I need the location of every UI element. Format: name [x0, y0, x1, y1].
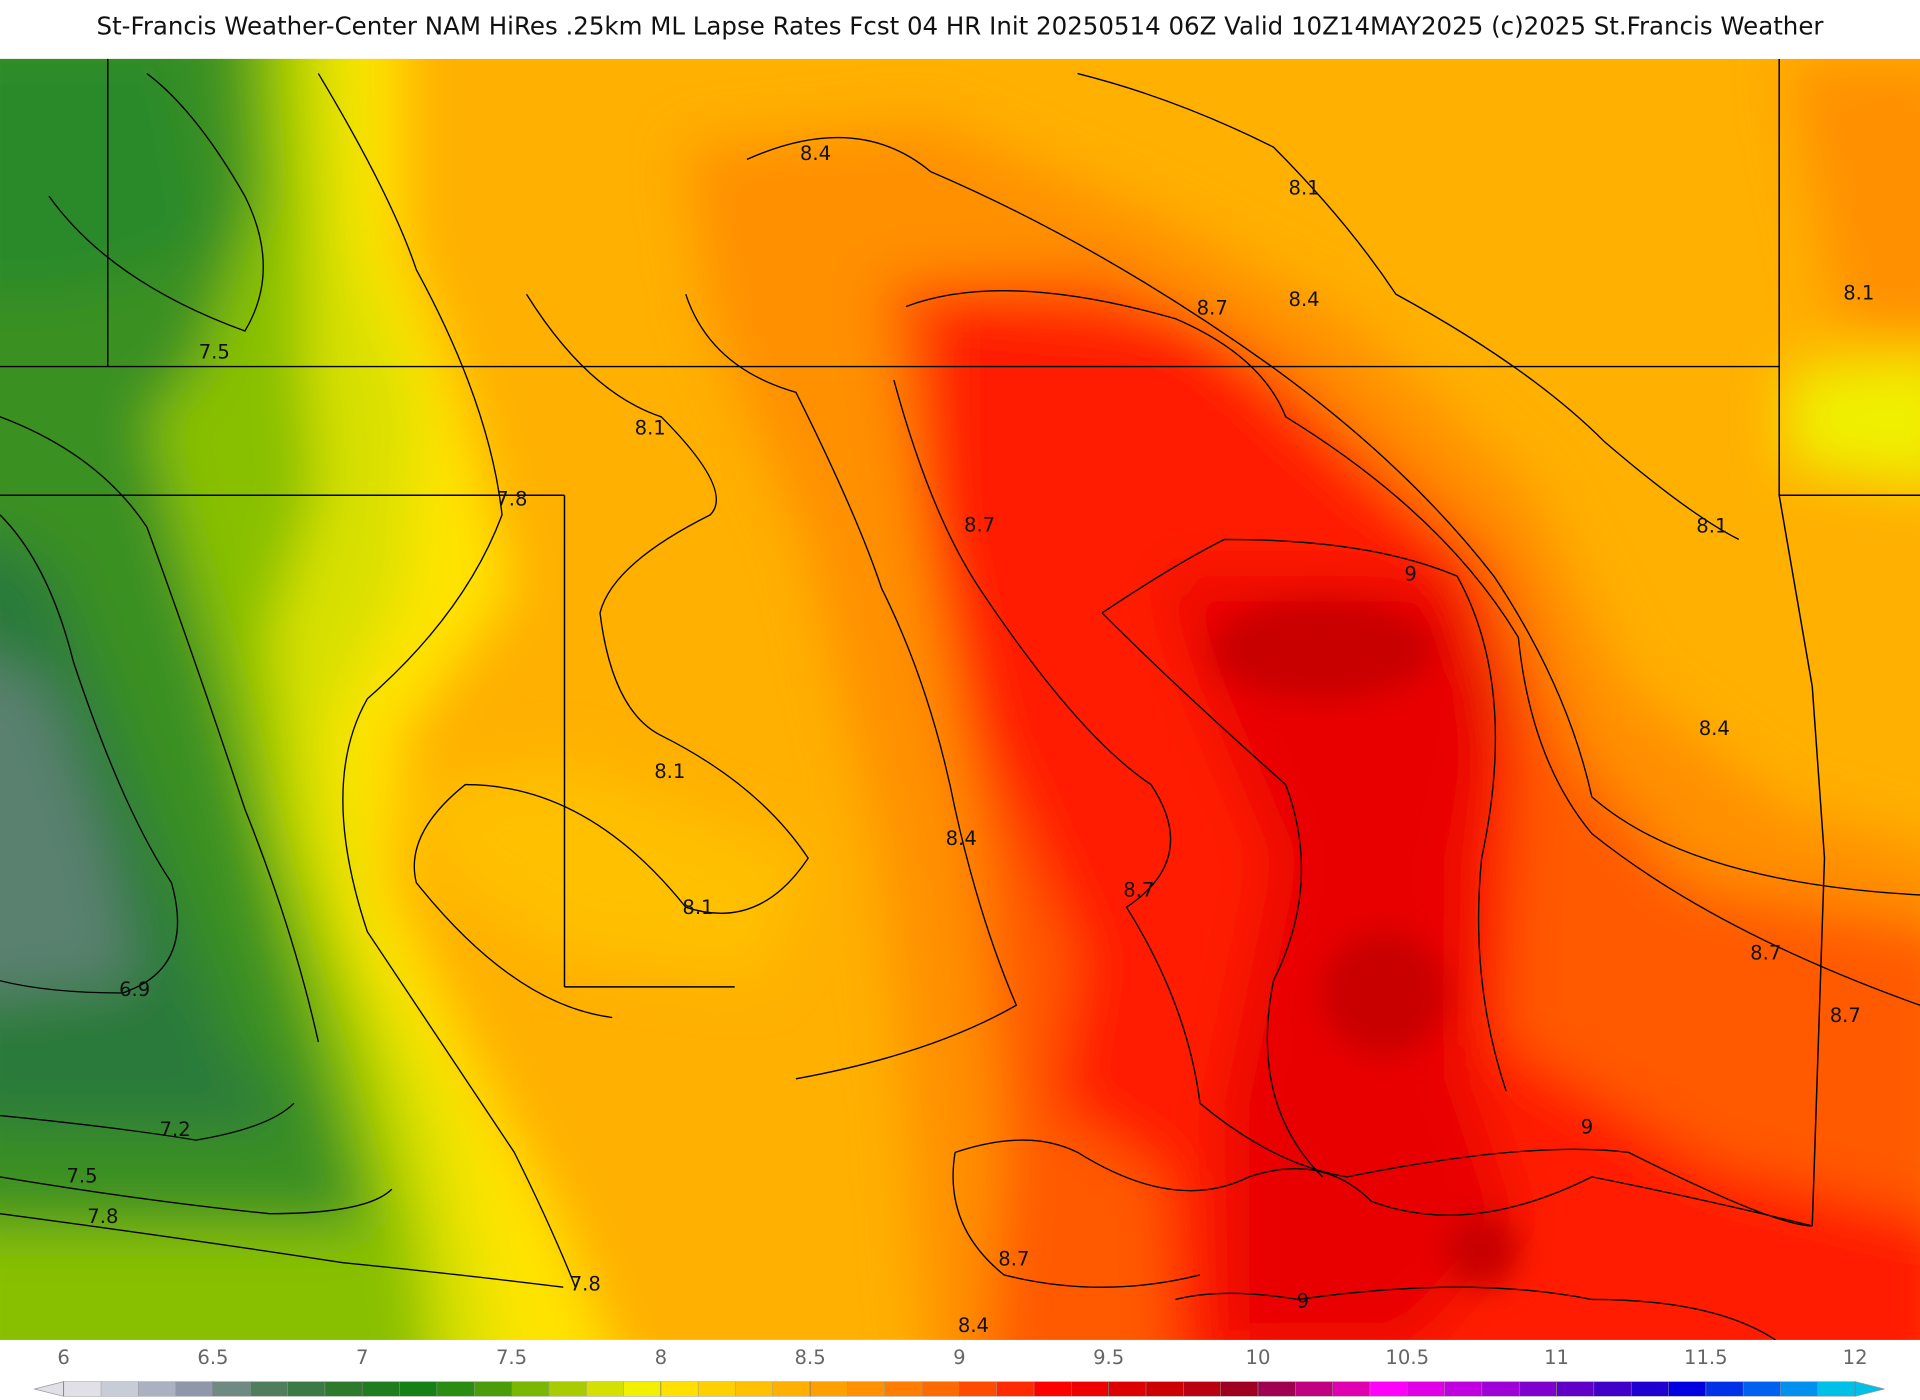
colorbar-tick-label: 11.5 — [1684, 1346, 1728, 1369]
colorbar-cell — [63, 1381, 102, 1397]
contour-label: 7.2 — [160, 1118, 191, 1141]
colorbar-cell — [1295, 1381, 1334, 1397]
colorbar-cell — [697, 1381, 737, 1397]
colorbar-cell — [772, 1381, 811, 1397]
colorbar-tick-label: 7 — [356, 1346, 368, 1369]
contour-label: 6.9 — [119, 978, 150, 1001]
contour-labels: 8.4 8.1 8.7 8.4 8.1 7.5 8.1 7.8 8.7 9 8.1 8.1 8.4 8.4… — [66, 142, 1874, 1337]
contour-label: 8.7 — [1750, 941, 1781, 964]
colorbar-cell — [884, 1381, 923, 1397]
colorbar-cell — [436, 1381, 475, 1397]
colorbar-cell — [1481, 1381, 1520, 1397]
colorbar-tick-label: 6 — [57, 1346, 69, 1369]
contour-label: 8.4 — [958, 1314, 989, 1337]
colorbar-cell — [1332, 1381, 1371, 1397]
contour-label: 7.5 — [199, 341, 230, 364]
contour-label: 9 — [1404, 562, 1416, 585]
colorbar-cell — [809, 1381, 849, 1397]
colorbar-cell — [1369, 1381, 1408, 1397]
colorbar-cell — [138, 1381, 177, 1397]
contour-label: 8.1 — [1696, 515, 1727, 538]
colorbar-cell — [362, 1381, 401, 1397]
colorbar-cell — [959, 1381, 998, 1397]
colorbar-tick-label: 6.5 — [197, 1346, 228, 1369]
colorbar-cell — [1742, 1381, 1782, 1397]
colorbar-tick-label: 9 — [953, 1346, 965, 1369]
state-borders — [0, 58, 1920, 1226]
contour-label: 8.1 — [1843, 282, 1874, 305]
colorbar-cell — [921, 1381, 960, 1397]
contour-label: 8.4 — [1289, 288, 1320, 311]
colorbar-cell — [1407, 1381, 1446, 1397]
colorbar-cell — [1145, 1381, 1184, 1397]
colorbar-tick-label: 10.5 — [1385, 1346, 1429, 1369]
contour-label: 7.5 — [66, 1164, 97, 1187]
contour-label: 7.8 — [570, 1272, 601, 1295]
colorbar: 6 6.5 7 7.5 8 8.5 9 9.5 10 10.5 11 11.5 12 — [34, 1346, 1885, 1397]
colorbar-cell — [660, 1381, 699, 1397]
contour-label: 8.7 — [1123, 879, 1154, 902]
contour-label: 8.1 — [682, 896, 713, 919]
contour-label: 9 — [1297, 1289, 1309, 1312]
colorbar-cell — [175, 1381, 214, 1397]
colorbar-cell — [1780, 1381, 1819, 1397]
contours — [0, 72, 1920, 1340]
colorbar-cell — [100, 1381, 139, 1397]
colorbar-cell — [1593, 1381, 1632, 1397]
colorbar-cell — [1183, 1381, 1222, 1397]
colorbar-cell — [1071, 1381, 1110, 1397]
contour-label: 7.8 — [496, 488, 527, 511]
contour-label: 7.8 — [87, 1205, 118, 1228]
colorbar-cell — [548, 1381, 587, 1397]
colorbar-tick-label: 8.5 — [795, 1346, 826, 1369]
colorbar-tick-label: 9.5 — [1093, 1346, 1124, 1369]
contour-label: 8.1 — [654, 760, 685, 783]
contour-label: 8.7 — [964, 513, 995, 536]
colorbar-cell — [1817, 1381, 1856, 1397]
colorbar-cell — [585, 1381, 625, 1397]
colorbar-tick-label: 11 — [1544, 1346, 1569, 1369]
colorbar-cell — [1705, 1381, 1744, 1397]
colorbar-cell — [287, 1381, 326, 1397]
colorbar-cell — [996, 1381, 1035, 1397]
contour-label: 9 — [1581, 1115, 1593, 1138]
colorbar-cell — [473, 1381, 513, 1397]
colorbar-cell — [1220, 1381, 1259, 1397]
colorbar-cell — [1033, 1381, 1072, 1397]
contour-label: 8.7 — [998, 1248, 1029, 1271]
colorbar-cell — [623, 1381, 662, 1397]
contour-label: 8.4 — [800, 142, 831, 165]
colorbar-tick-label: 10 — [1245, 1346, 1270, 1369]
colorbar-cell — [1630, 1381, 1670, 1397]
contour-label: 8.4 — [946, 827, 977, 850]
contour-label: 8.1 — [1289, 176, 1320, 199]
contour-label: 8.7 — [1830, 1004, 1861, 1027]
contour-label: 8.1 — [635, 417, 666, 440]
colorbar-cell — [212, 1381, 251, 1397]
contour-label: 8.4 — [1699, 717, 1730, 740]
colorbar-cell — [1668, 1381, 1707, 1397]
colorbar-cell — [250, 1381, 289, 1397]
colorbar-tick-label: 12 — [1843, 1346, 1868, 1369]
contour-label: 8.7 — [1197, 296, 1228, 319]
colorbar-cell — [1556, 1381, 1595, 1397]
map-title: St-Francis Weather-Center NAM HiRes .25k… — [97, 11, 1825, 40]
colorbar-cell — [399, 1381, 438, 1397]
colorbar-tick-label: 8 — [655, 1346, 667, 1369]
colorbar-tick-label: 7.5 — [496, 1346, 527, 1369]
colorbar-cell — [735, 1381, 774, 1397]
colorbar-cell — [1444, 1381, 1483, 1397]
colorbar-cell — [1518, 1381, 1558, 1397]
colorbar-cell — [1257, 1381, 1296, 1397]
colorbar-cell — [847, 1381, 886, 1397]
colorbar-cell — [511, 1381, 550, 1397]
colorbar-cell — [1108, 1381, 1147, 1397]
colorbar-cell — [324, 1381, 363, 1397]
field-cores — [1212, 600, 1519, 1288]
